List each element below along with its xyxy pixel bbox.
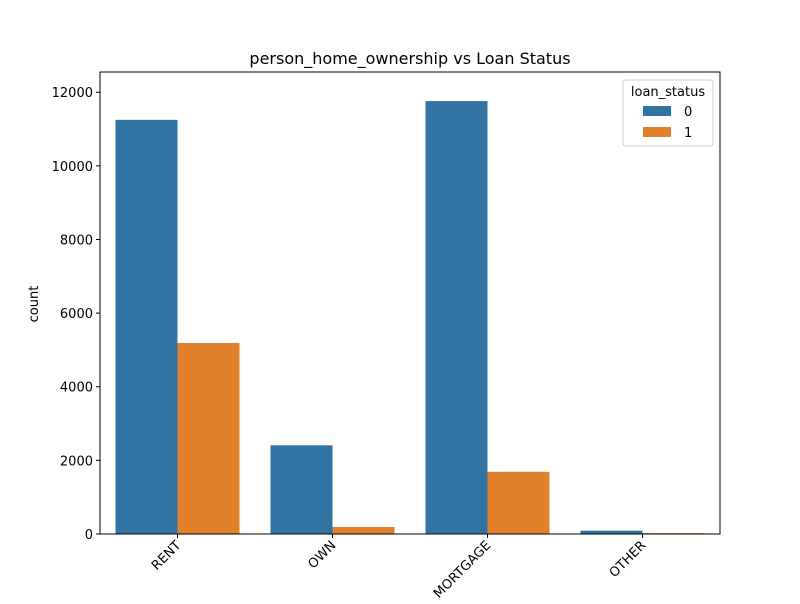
- y-axis: 0 2000 4000 6000 8000 10000 12000: [52, 86, 100, 543]
- legend-items: 01: [643, 105, 692, 141]
- chart-title: person_home_ownership vs Loan Status: [249, 49, 570, 69]
- bar-rent-status-1: [177, 342, 240, 534]
- legend-label-0: 0: [684, 105, 692, 120]
- legend-swatch-1: [643, 127, 671, 137]
- bar-mortgage-status-1: [487, 471, 550, 534]
- legend-swatch-0: [643, 106, 671, 116]
- x-axis: RENT OWN MORTGAGE OTHER: [149, 534, 650, 602]
- x-tick-label-other: OTHER: [607, 538, 650, 581]
- legend: loan_status 01: [622, 79, 714, 147]
- y-tick-label: 12000: [52, 86, 93, 101]
- y-axis-label: count: [27, 286, 42, 323]
- bar-own-status-0: [270, 445, 333, 534]
- bar-own-status-1: [332, 527, 395, 534]
- legend-title: loan_status: [631, 85, 705, 100]
- bar-other-status-0: [580, 530, 643, 534]
- y-tick-label: 8000: [60, 233, 93, 248]
- x-tick-label-rent: RENT: [149, 538, 184, 573]
- y-tick-label: 0: [85, 528, 93, 543]
- bar-mortgage-status-0: [425, 101, 488, 535]
- y-tick-label: 4000: [60, 381, 93, 396]
- y-tick-label: 2000: [60, 454, 93, 469]
- bars-group: [115, 101, 705, 535]
- bar-rent-status-0: [115, 119, 178, 535]
- y-tick-label: 6000: [60, 307, 93, 322]
- y-tick-label: 10000: [52, 160, 93, 175]
- x-tick-label-own: OWN: [306, 538, 340, 572]
- plot-frame: [99, 71, 721, 535]
- legend-label-1: 1: [684, 126, 692, 141]
- x-tick-label-mortgage: MORTGAGE: [431, 538, 494, 600]
